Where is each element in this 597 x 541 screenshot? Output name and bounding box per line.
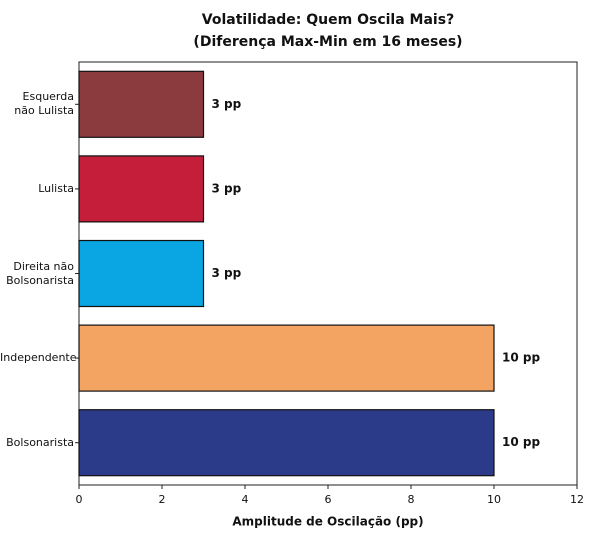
value-label: 3 pp (212, 181, 242, 195)
y-tick-label: Bolsonarista (6, 435, 74, 449)
value-label: 10 pp (502, 435, 540, 449)
y-tick-label: Lulista (38, 181, 74, 195)
chart-subtitle: (Diferença Max-Min em 16 meses) (193, 34, 462, 50)
y-tick-label: Esquerda não Lulista (14, 90, 74, 118)
y-tick-label: Direita não Bolsonarista (6, 259, 74, 287)
y-tick-label: Independente (0, 351, 77, 365)
value-label: 3 pp (212, 97, 242, 111)
x-tick-label: 10 (487, 493, 501, 506)
bar (78, 409, 495, 477)
value-label: 10 pp (502, 351, 540, 365)
x-tick-label: 8 (408, 493, 415, 506)
x-tick-label: 6 (325, 493, 332, 506)
bar (78, 155, 205, 223)
x-tick-label: 0 (76, 493, 83, 506)
x-tick-label: 4 (242, 493, 249, 506)
value-label: 3 pp (212, 266, 242, 280)
x-tick-label: 12 (570, 493, 584, 506)
bar (78, 239, 205, 308)
x-tick-label: 2 (159, 493, 166, 506)
bar (78, 70, 205, 138)
x-axis-label: Amplitude de Oscilação (pp) (232, 515, 423, 529)
bar (78, 324, 495, 392)
chart-title: Volatilidade: Quem Oscila Mais? (202, 12, 454, 28)
